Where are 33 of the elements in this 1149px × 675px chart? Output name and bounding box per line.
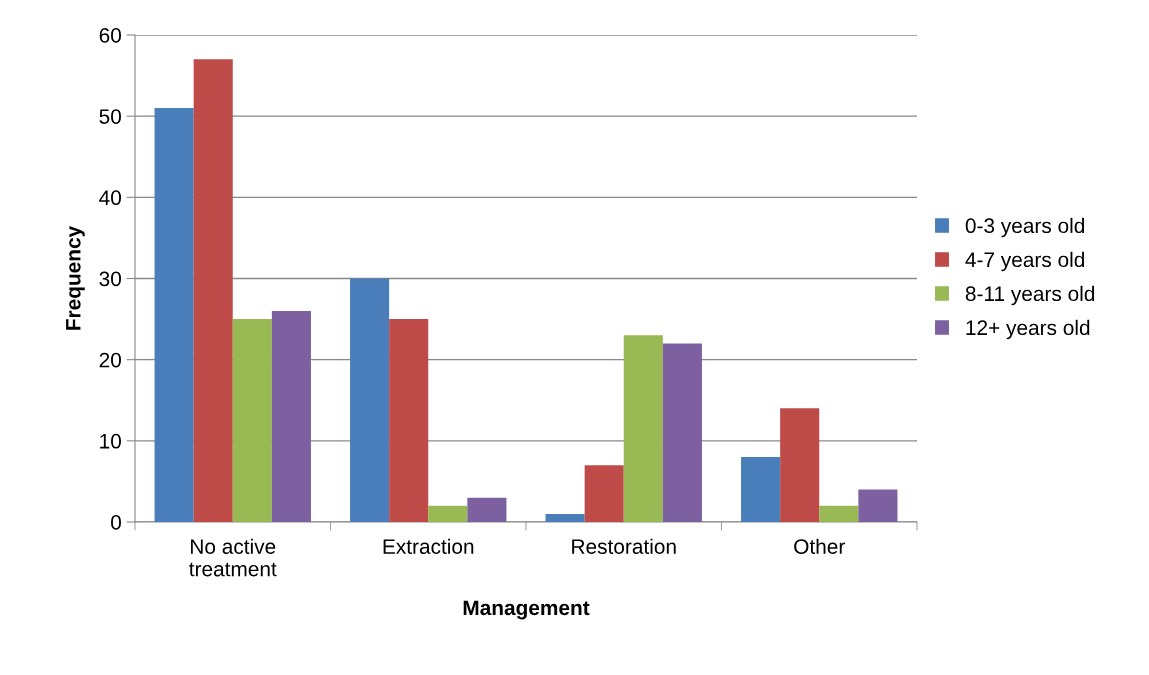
bar	[584, 465, 624, 522]
bar	[780, 408, 820, 522]
legend-label: 12+ years old	[966, 319, 1090, 340]
bar	[819, 505, 859, 522]
bar	[232, 319, 272, 522]
y-tick-label: 20	[99, 352, 121, 368]
bar	[741, 457, 781, 522]
bar	[662, 343, 702, 522]
legend-label: 0-3 years old	[965, 217, 1085, 238]
y-tick-label: 30	[99, 271, 121, 287]
bar	[858, 489, 898, 522]
y-tick-label: 40	[99, 190, 121, 206]
y-tick-label: 0	[111, 515, 121, 530]
bar	[350, 278, 390, 522]
x-tick-label: Extraction	[383, 538, 474, 554]
y-tick-label: 10	[100, 433, 121, 449]
bar	[467, 497, 507, 522]
bar	[193, 59, 233, 522]
legend-label: 8-11 years old	[965, 285, 1095, 306]
x-tick-label: Restoration	[572, 538, 676, 554]
x-tick-label: No active treatment	[189, 538, 277, 577]
bar	[428, 505, 468, 522]
bar	[545, 513, 585, 522]
y-tick-label: 60	[99, 28, 121, 43]
bar	[389, 319, 429, 522]
bar	[623, 335, 663, 522]
x-axis-title: Management	[463, 600, 590, 620]
legend-label: 4-7 years old	[965, 251, 1085, 272]
bar	[271, 310, 311, 522]
x-tick-label: Other	[794, 538, 845, 554]
y-axis-title: Frequency	[66, 225, 85, 330]
bar	[154, 108, 194, 522]
y-tick-label: 50	[99, 109, 121, 124]
